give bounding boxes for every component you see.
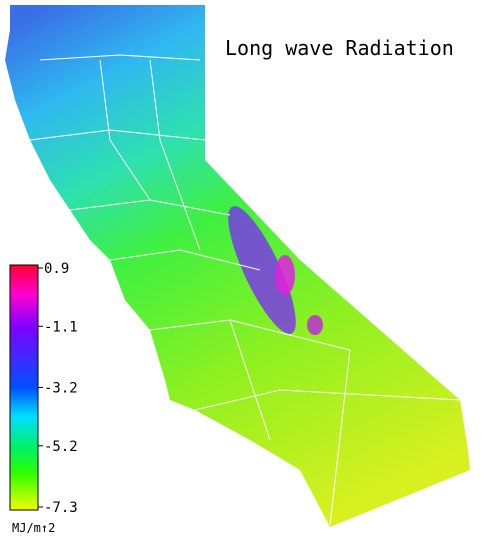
state-shape xyxy=(5,5,470,527)
county-lines xyxy=(29,54,461,526)
unit-label: MJ/m↑2 xyxy=(12,521,55,535)
sierra-peak xyxy=(307,315,323,335)
color-legend: MJ/m↑2 xyxy=(9,264,55,535)
california-map xyxy=(5,5,470,527)
map-title: Long wave Radiation xyxy=(225,36,454,60)
tick-label: -1.1 xyxy=(44,319,78,335)
sierra-peak xyxy=(275,255,295,295)
color-bar xyxy=(9,264,39,511)
tick-label: 0.9 xyxy=(44,261,69,277)
sierra-band xyxy=(228,206,296,334)
tick-label: -3.2 xyxy=(44,381,78,397)
tick-label: -5.2 xyxy=(44,439,78,455)
tick-label: -7.3 xyxy=(44,500,78,516)
